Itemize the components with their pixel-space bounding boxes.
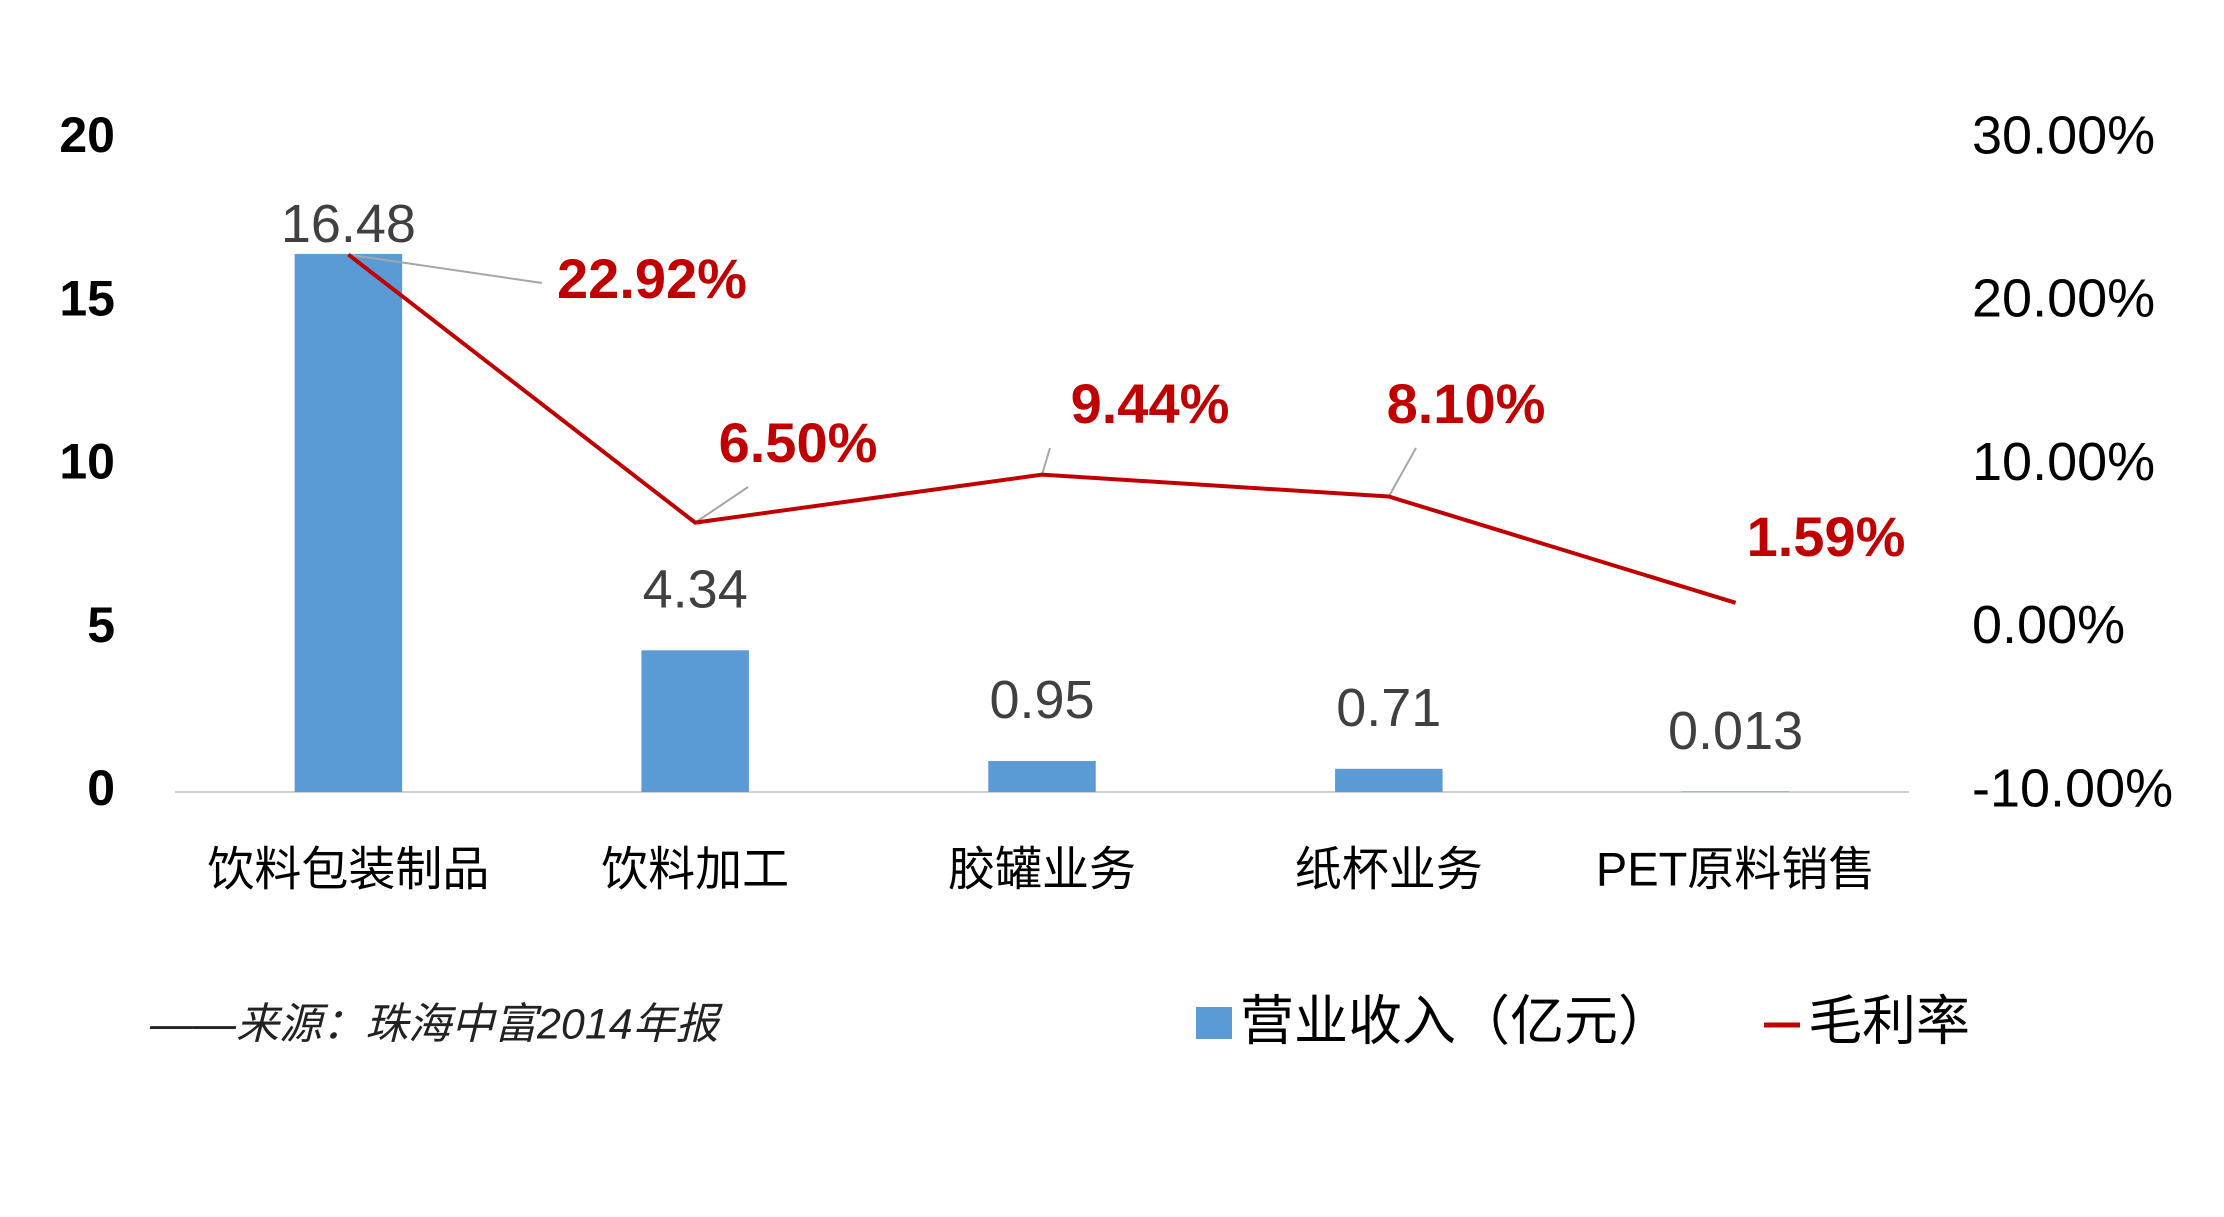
bar bbox=[1335, 768, 1443, 792]
y-tick-label: 5 bbox=[87, 597, 115, 653]
leader-line bbox=[694, 486, 749, 524]
legend-swatch bbox=[1196, 1007, 1232, 1039]
y2-tick-label: 20.00% bbox=[1972, 269, 2155, 329]
source-note: ——来源：珠海中富2014年报 bbox=[149, 1000, 724, 1048]
y-tick-label: 20 bbox=[59, 107, 115, 163]
y-tick-label: 15 bbox=[59, 270, 115, 326]
line bbox=[347, 252, 1737, 605]
y-tick-label: 0 bbox=[87, 760, 115, 816]
x-tick-label: 纸杯业务 bbox=[1295, 842, 1483, 895]
bar-value-label: 16.48 bbox=[281, 194, 416, 254]
bar bbox=[641, 650, 749, 792]
bar-value-label: 0.71 bbox=[1336, 678, 1441, 738]
bar-value-label: 4.34 bbox=[643, 560, 748, 620]
line-value-label: 9.44% bbox=[1071, 372, 1230, 435]
leader-line bbox=[1041, 447, 1051, 475]
y-tick-label: 10 bbox=[59, 434, 115, 490]
x-tick-label: 胶罐业务 bbox=[948, 842, 1136, 895]
x-tick-label: 饮料加工 bbox=[601, 842, 789, 895]
leader-line bbox=[348, 253, 543, 284]
line-value-label: 8.10% bbox=[1387, 372, 1546, 435]
y2-tick-label: 30.00% bbox=[1972, 105, 2155, 165]
y2-tick-label: 0.00% bbox=[1972, 595, 2125, 655]
bar bbox=[988, 760, 1096, 792]
x-tick-label: 饮料包装制品 bbox=[207, 842, 489, 895]
y2-tick-label: 10.00% bbox=[1972, 432, 2155, 492]
y2-tick-label: -10.00% bbox=[1972, 758, 2173, 818]
line-value-label: 22.92% bbox=[557, 247, 747, 310]
line-value-label: 6.50% bbox=[719, 411, 878, 474]
bar-value-label: 0.95 bbox=[989, 670, 1094, 730]
leader-line bbox=[1387, 447, 1417, 498]
x-tick-label: PET原料销售 bbox=[1596, 842, 1875, 895]
bar-value-label: 0.013 bbox=[1668, 701, 1803, 761]
line-value-label: 1.59% bbox=[1747, 505, 1906, 568]
legend-label: 毛利率 bbox=[1808, 991, 1970, 1051]
legend-label: 营业收入（亿元） bbox=[1240, 991, 1672, 1051]
bar bbox=[294, 253, 403, 793]
